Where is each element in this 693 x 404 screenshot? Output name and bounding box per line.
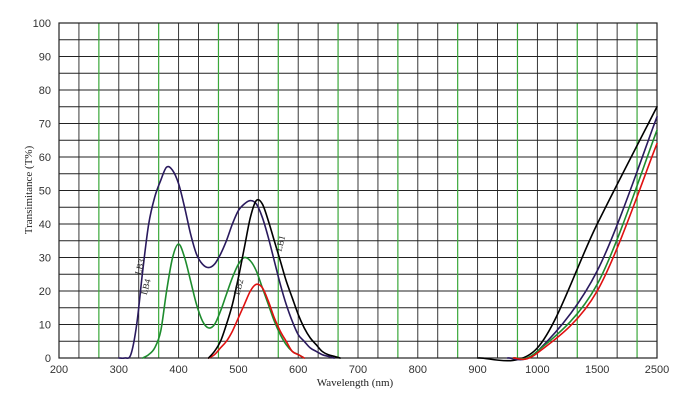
y-axis-label: Transimitance (T%)	[23, 145, 35, 234]
series-group	[118, 106, 658, 362]
series-line-ir-5	[506, 116, 658, 361]
x-tick-label: 600	[289, 364, 307, 376]
x-tick-label: 300	[110, 364, 128, 376]
y-tick-label: 80	[39, 85, 51, 97]
x-tick-label: 1000	[525, 364, 549, 376]
x-axis-label: Wavelength (nm)	[317, 377, 394, 389]
y-tick-label: 70	[39, 119, 51, 131]
x-tick-label: 1500	[585, 364, 609, 376]
series-line-ir-4	[476, 106, 658, 362]
x-tick-label: 900	[468, 364, 486, 376]
series-line-ir-7	[512, 142, 658, 361]
curve-label: LB1	[273, 234, 287, 252]
y-tick-label: 40	[39, 219, 51, 231]
grid	[59, 23, 657, 358]
series-line-lb4	[141, 243, 305, 359]
y-tick-label: 50	[39, 186, 51, 198]
y-axis-ticks: 0 10 20 30 40 50 60 70 80 90 100	[33, 18, 51, 365]
y-tick-label: 20	[39, 286, 51, 298]
x-tick-label: 200	[50, 364, 68, 376]
x-tick-label: 400	[169, 364, 187, 376]
series-line-lb3	[118, 165, 335, 360]
x-tick-label: 2500	[645, 364, 669, 376]
y-tick-label: 60	[39, 152, 51, 164]
y-tick-label: 90	[39, 52, 51, 64]
x-tick-label: 800	[409, 364, 427, 376]
x-tick-label: 500	[229, 364, 247, 376]
curve-label: LB2	[232, 278, 246, 296]
curve-label: LB4	[139, 277, 153, 296]
y-tick-label: 30	[39, 253, 51, 265]
y-tick-label: 10	[39, 320, 51, 332]
curve-label: LB3	[133, 257, 147, 276]
x-axis-ticks: 200 300 400 500 600 700 800 900 1000 1500 2500	[50, 364, 669, 376]
x-tick-label: 700	[349, 364, 367, 376]
plot-frame	[58, 22, 658, 359]
y-tick-label: 0	[45, 353, 51, 365]
series-line-lb2	[207, 283, 305, 359]
green-grid-lines	[98, 23, 638, 358]
series-line-lb1	[207, 198, 341, 359]
y-tick-label: 100	[33, 18, 51, 30]
